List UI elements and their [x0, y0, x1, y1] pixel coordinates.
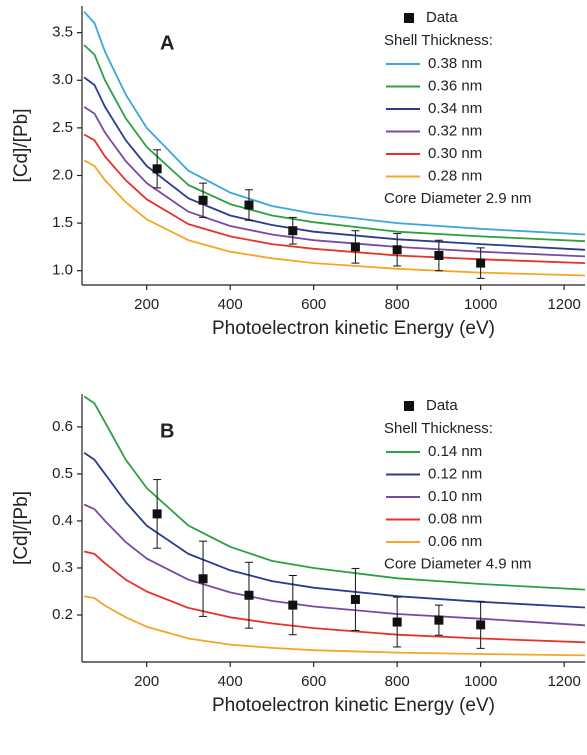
data-point — [350, 242, 360, 252]
y-tick-label: 3.0 — [52, 71, 73, 88]
curve — [83, 503, 586, 627]
x-tick-label: 1200 — [547, 673, 580, 690]
legend-label: 0.10 nm — [428, 488, 482, 505]
legend-label: 0.36 nm — [428, 77, 482, 94]
legend-label: Data — [426, 397, 458, 414]
data-point — [198, 574, 208, 584]
legend-label: 0.08 nm — [428, 510, 482, 527]
data-point — [152, 164, 162, 174]
curve — [83, 106, 586, 258]
annotation: Core Diameter 2.9 nm — [384, 190, 532, 207]
legend-label: 0.34 nm — [428, 100, 482, 117]
y-tick-label: 0.2 — [52, 606, 73, 623]
y-tick-label: 1.0 — [52, 262, 73, 279]
legend-label: 0.32 nm — [428, 122, 482, 139]
x-tick-label: 1200 — [547, 296, 580, 313]
panel-label: A — [160, 32, 174, 54]
curve — [83, 133, 586, 264]
x-tick-label: 800 — [385, 673, 410, 690]
panel-label: B — [160, 420, 174, 442]
y-tick-label: 1.5 — [52, 214, 73, 231]
y-tick-label: 2.5 — [52, 119, 73, 136]
x-axis-title: Photoelectron kinetic Energy (eV) — [212, 318, 495, 339]
y-tick-label: 0.4 — [52, 512, 73, 529]
y-tick-label: 0.5 — [52, 465, 73, 482]
curve — [83, 550, 586, 644]
y-tick-label: 2.0 — [52, 166, 73, 183]
legend-label: 0.06 nm — [428, 533, 482, 550]
legend-label: Data — [426, 9, 458, 26]
y-axis-title: [Cd]/[Pb] — [11, 109, 32, 183]
legend-marker — [404, 13, 414, 23]
curve — [83, 76, 586, 251]
y-tick-label: 3.5 — [52, 24, 73, 41]
curve — [83, 44, 586, 243]
data-point — [152, 509, 162, 519]
legend-label: 0.12 nm — [428, 465, 482, 482]
legend-label: 0.30 nm — [428, 145, 482, 162]
x-tick-label: 400 — [218, 296, 243, 313]
annotation: Core Diameter 4.9 nm — [384, 555, 532, 572]
x-tick-label: 800 — [385, 296, 410, 313]
data-point — [434, 250, 444, 260]
curve — [83, 595, 586, 657]
x-tick-label: 1000 — [464, 296, 497, 313]
data-point — [392, 245, 402, 255]
data-point — [288, 226, 298, 236]
curve — [83, 452, 586, 609]
x-tick-label: 600 — [301, 673, 326, 690]
y-axis-title: [Cd]/[Pb] — [11, 491, 32, 565]
data-point — [288, 600, 298, 610]
x-tick-label: 1000 — [464, 673, 497, 690]
data-point — [350, 594, 360, 604]
legend-marker — [404, 401, 414, 411]
data-point — [476, 620, 486, 630]
x-tick-label: 200 — [134, 673, 159, 690]
data-point — [244, 590, 254, 600]
legend-label: 0.28 nm — [428, 167, 482, 184]
legend-title: Shell Thickness: — [384, 420, 493, 437]
y-tick-label: 0.3 — [52, 559, 73, 576]
legend-label: 0.38 nm — [428, 55, 482, 72]
legend-title: Shell Thickness: — [384, 32, 493, 49]
x-tick-label: 200 — [134, 296, 159, 313]
data-point — [392, 617, 402, 627]
data-point — [244, 200, 254, 210]
curve — [83, 395, 586, 591]
curve — [83, 159, 586, 277]
curve — [83, 11, 586, 236]
legend-label: 0.14 nm — [428, 443, 482, 460]
y-tick-label: 0.6 — [52, 418, 73, 435]
x-axis-title: Photoelectron kinetic Energy (eV) — [212, 695, 495, 716]
data-point — [476, 258, 486, 268]
x-tick-label: 600 — [301, 296, 326, 313]
x-tick-label: 400 — [218, 673, 243, 690]
data-point — [434, 615, 444, 625]
data-point — [198, 195, 208, 205]
